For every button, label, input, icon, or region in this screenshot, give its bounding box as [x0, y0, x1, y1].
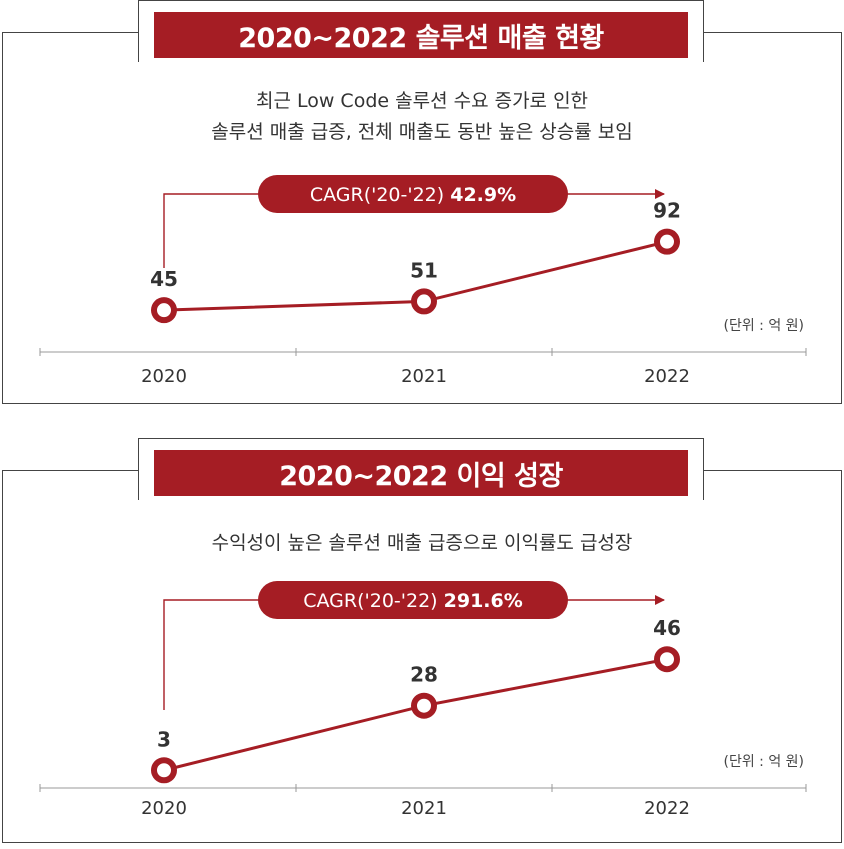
cagr-text: CAGR('20-'22) 42.9%: [310, 184, 516, 206]
cagr-label: CAGR('20-'22): [310, 184, 450, 206]
chart-title: 2020~2022 이익 성장: [154, 450, 688, 496]
cagr-text: CAGR('20-'22) 291.6%: [303, 590, 523, 612]
cagr-pill: [258, 581, 568, 619]
unit-label: (단위 : 억 원): [723, 754, 804, 770]
data-label: 92: [653, 199, 681, 223]
data-point: [654, 646, 680, 673]
category-label: 2020: [141, 366, 187, 387]
subtitle-line-2: 솔루션 매출 급증, 전체 매출도 동반 높은 상승률 보임: [211, 121, 633, 143]
cagr-value: 42.9%: [450, 184, 516, 206]
cagr-label: CAGR('20-'22): [303, 590, 443, 612]
data-label: 51: [410, 258, 438, 282]
data-point: [151, 297, 177, 324]
data-label: 3: [157, 727, 171, 751]
profit-chart-panel: 2020~2022 이익 성장 수익성이 높은 솔루션 매출 급증으로 이익률도…: [0, 438, 844, 849]
data-point: [151, 757, 177, 784]
category-label: 2021: [401, 798, 447, 819]
data-label: 45: [150, 267, 178, 291]
subtitle-line-1: 수익성이 높은 솔루션 매출 급증으로 이익률도 급성장: [211, 532, 633, 554]
category-label: 2022: [644, 366, 690, 387]
revenue-line-chart: CAGR('20-'22) 42.9% (단위 : 억 원) 45 2020 51 202…: [39, 175, 807, 387]
category-label: 2022: [644, 798, 690, 819]
subtitle-line-1: 최근 Low Code 솔루션 수요 증가로 인한: [255, 90, 589, 112]
data-point: [654, 228, 680, 255]
cagr-pill: [258, 175, 568, 213]
unit-label: (단위 : 억 원): [723, 318, 804, 334]
revenue-chart-panel: 2020~2022 솔루션 매출 현황 최근 Low Code 솔루션 수요 증…: [0, 0, 844, 410]
category-label: 2020: [141, 798, 187, 819]
chart-subtitle: 최근 Low Code 솔루션 수요 증가로 인한 솔루션 매출 급증, 전체 …: [0, 86, 844, 148]
chart-title: 2020~2022 솔루션 매출 현황: [154, 12, 688, 58]
data-label: 46: [653, 616, 681, 640]
category-label: 2021: [401, 366, 447, 387]
chart-subtitle: 수익성이 높은 솔루션 매출 급증으로 이익률도 급성장: [0, 528, 844, 559]
data-point: [411, 288, 437, 315]
cagr-value: 291.6%: [444, 590, 523, 612]
profit-line-chart: CAGR('20-'22) 291.6% (단위 : 억 원) 3 2020 28 202…: [39, 581, 807, 819]
data-label: 28: [410, 663, 438, 687]
data-point: [411, 692, 437, 719]
